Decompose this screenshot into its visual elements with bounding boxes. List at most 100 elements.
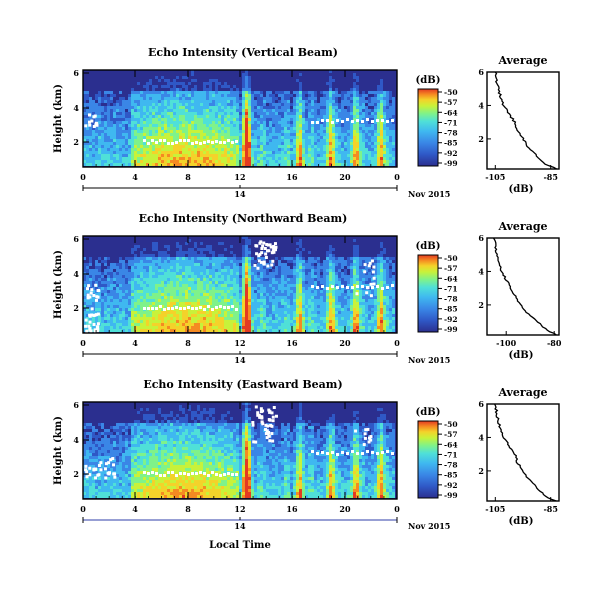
heatmap-cell <box>245 97 248 100</box>
heatmap-cell <box>92 103 95 106</box>
heatmap-cell <box>209 257 212 260</box>
heatmap-cell <box>380 103 383 106</box>
heatmap-cell <box>236 103 239 106</box>
panel-title: Echo Intensity (Vertical Beam) <box>148 46 338 59</box>
heatmap-cell <box>140 139 143 142</box>
heatmap-cell <box>158 275 161 278</box>
heatmap-cell <box>383 106 386 109</box>
heatmap-cell <box>143 266 146 269</box>
heatmap-cell <box>275 160 278 163</box>
heatmap-cell <box>221 314 224 317</box>
heatmap-cell <box>101 311 104 314</box>
heatmap-cell <box>242 278 245 281</box>
heatmap-cell <box>164 260 167 263</box>
heatmap-cell <box>278 263 281 266</box>
heatmap-cell <box>335 320 338 323</box>
heatmap-cell <box>374 124 377 127</box>
heatmap-cell <box>227 154 230 157</box>
heatmap-cell <box>182 130 185 133</box>
heatmap-cell <box>269 281 272 284</box>
heatmap-cell <box>209 272 212 275</box>
heatmap-cell <box>125 127 128 130</box>
heatmap-cell <box>95 278 98 281</box>
heatmap-cell <box>257 326 260 329</box>
heatmap-cell <box>368 97 371 100</box>
heatmap-cell <box>260 278 263 281</box>
heatmap-cell <box>191 160 194 163</box>
heatmap-cell <box>137 154 140 157</box>
heatmap-cell <box>140 284 143 287</box>
heatmap-cell <box>278 157 281 160</box>
heatmap-cell <box>365 163 368 166</box>
panel-0: Echo Intensity (Vertical Beam)Height (km… <box>53 46 560 199</box>
heatmap-cell <box>341 127 344 130</box>
heatmap-cell <box>260 320 263 323</box>
heatmap-cell <box>149 305 152 308</box>
heatmap-cell <box>158 103 161 106</box>
heatmap-cell <box>365 124 368 127</box>
heatmap-cell <box>239 308 242 311</box>
heatmap-cell <box>131 97 134 100</box>
missing-cell <box>191 142 194 145</box>
heatmap-cell <box>353 118 356 121</box>
heatmap-cell <box>203 317 206 320</box>
heatmap-cell <box>143 260 146 263</box>
heatmap-cell <box>272 136 275 139</box>
heatmap-cell <box>251 103 254 106</box>
heatmap-cell <box>266 118 269 121</box>
heatmap-cell <box>299 299 302 302</box>
heatmap-cell <box>248 142 251 145</box>
heatmap-cell <box>386 115 389 118</box>
heatmap-cell <box>377 130 380 133</box>
heatmap-cell <box>320 163 323 166</box>
heatmap-cell <box>299 148 302 151</box>
heatmap-cell <box>251 115 254 118</box>
heatmap-cell <box>311 127 314 130</box>
heatmap-cell <box>185 121 188 124</box>
heatmap-cell <box>248 263 251 266</box>
heatmap-cell <box>335 142 338 145</box>
heatmap-cell <box>368 160 371 163</box>
heatmap-cell <box>293 130 296 133</box>
heatmap-cell <box>356 79 359 82</box>
heatmap-cell <box>188 257 191 260</box>
heatmap-cell <box>137 290 140 293</box>
heatmap-cell <box>146 311 149 314</box>
heatmap-cell <box>275 133 278 136</box>
heatmap-cell <box>149 329 152 332</box>
heatmap-cell <box>188 133 191 136</box>
heatmap-cell <box>239 269 242 272</box>
heatmap-cell <box>176 281 179 284</box>
heatmap-cell <box>230 257 233 260</box>
heatmap-cell <box>161 109 164 112</box>
heatmap-cell <box>110 136 113 139</box>
heatmap-cell <box>374 115 377 118</box>
heatmap-cell <box>269 109 272 112</box>
heatmap-cell <box>257 103 260 106</box>
heatmap-cell <box>221 142 224 145</box>
heatmap-cell <box>173 139 176 142</box>
heatmap-cell <box>161 118 164 121</box>
heatmap-cell <box>98 136 101 139</box>
heatmap-cell <box>188 287 191 290</box>
heatmap-cell <box>116 103 119 106</box>
heatmap-cell <box>224 314 227 317</box>
heatmap-cell <box>176 112 179 115</box>
heatmap-cell <box>263 118 266 121</box>
heatmap-cell <box>239 260 242 263</box>
heatmap-cell <box>194 118 197 121</box>
heatmap-cell <box>287 124 290 127</box>
heatmap-cell <box>263 266 266 269</box>
heatmap-cell <box>203 329 206 332</box>
heatmap-cell <box>107 118 110 121</box>
heatmap-cell <box>263 145 266 148</box>
heatmap-cell <box>167 112 170 115</box>
heatmap-cell <box>296 127 299 130</box>
heatmap-cell <box>227 293 230 296</box>
heatmap-cell <box>281 296 284 299</box>
heatmap-cell <box>95 308 98 311</box>
heatmap-cell <box>299 103 302 106</box>
heatmap-cell <box>263 308 266 311</box>
heatmap-cell <box>203 272 206 275</box>
heatmap-cell <box>218 290 221 293</box>
